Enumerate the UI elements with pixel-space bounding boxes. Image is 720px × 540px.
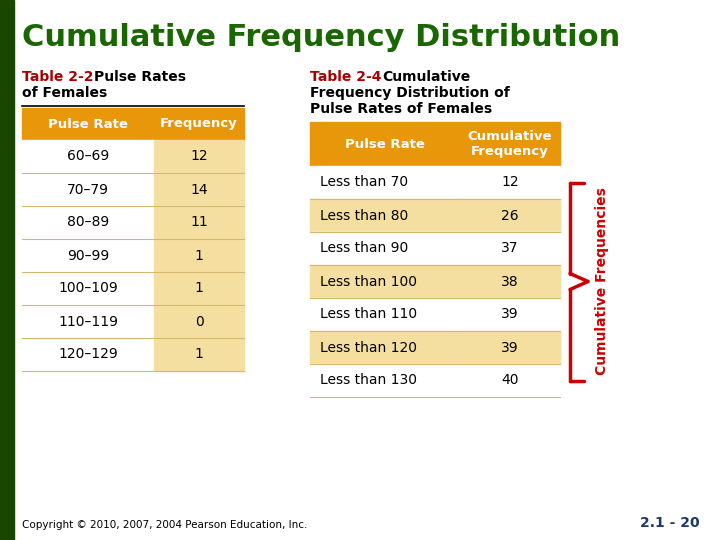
Text: 1: 1 [194,248,204,262]
Text: 11: 11 [190,215,208,230]
Bar [460,298,560,331]
Bar [460,331,560,364]
Bar [22,108,154,140]
Bar [310,199,460,232]
Bar [460,199,560,232]
Text: 39: 39 [501,341,519,354]
Bar [154,206,244,239]
Bar [154,305,244,338]
Text: 14: 14 [190,183,208,197]
Text: 37: 37 [501,241,518,255]
Text: 39: 39 [501,307,519,321]
Text: Pulse Rates: Pulse Rates [94,70,186,84]
Text: 2.1 - 20: 2.1 - 20 [640,516,700,530]
Bar [154,338,244,371]
Text: Copyright © 2010, 2007, 2004 Pearson Education, Inc.: Copyright © 2010, 2007, 2004 Pearson Edu… [22,520,307,530]
Bar [22,173,154,206]
Text: 26: 26 [501,208,519,222]
Text: 90–99: 90–99 [67,248,109,262]
Text: 40: 40 [501,374,518,388]
Text: Less than 110: Less than 110 [320,307,417,321]
Bar [154,140,244,173]
Text: Pulse Rate: Pulse Rate [345,138,425,151]
Bar [22,305,154,338]
Text: 80–89: 80–89 [67,215,109,230]
Text: Cumulative Frequency Distribution: Cumulative Frequency Distribution [22,24,620,52]
Text: Less than 100: Less than 100 [320,274,417,288]
Text: 60–69: 60–69 [67,150,109,164]
Bar [310,166,460,199]
Text: Less than 120: Less than 120 [320,341,417,354]
Text: 120–129: 120–129 [58,348,118,361]
Text: Frequency: Frequency [160,118,238,131]
Bar [154,173,244,206]
Bar [310,232,460,265]
Bar [22,338,154,371]
Text: Less than 70: Less than 70 [320,176,408,190]
Bar [0,0,14,540]
Bar [154,108,244,140]
Bar [154,272,244,305]
Bar [460,166,560,199]
Bar [460,232,560,265]
Bar [310,122,460,166]
Text: Frequency Distribution of: Frequency Distribution of [310,86,510,100]
Text: 70–79: 70–79 [67,183,109,197]
Bar [310,364,460,397]
Text: Cumulative
Frequency: Cumulative Frequency [468,130,552,159]
Bar [460,122,560,166]
Text: Pulse Rates of Females: Pulse Rates of Females [310,102,492,116]
Text: Table 2-2: Table 2-2 [22,70,94,84]
Bar [154,239,244,272]
Text: Pulse Rate: Pulse Rate [48,118,128,131]
Text: Less than 130: Less than 130 [320,374,417,388]
Text: 110–119: 110–119 [58,314,118,328]
Bar [310,298,460,331]
Text: 1: 1 [194,281,204,295]
Text: Cumulative: Cumulative [382,70,470,84]
Bar [310,331,460,364]
Bar [460,265,560,298]
Text: Cumulative Frequencies: Cumulative Frequencies [595,187,609,375]
Bar [22,140,154,173]
Bar [460,364,560,397]
Text: 12: 12 [190,150,208,164]
Text: 100–109: 100–109 [58,281,118,295]
Bar [22,239,154,272]
Text: Less than 90: Less than 90 [320,241,408,255]
Bar [310,265,460,298]
Text: Less than 80: Less than 80 [320,208,408,222]
Text: 12: 12 [501,176,519,190]
Bar [22,206,154,239]
Text: of Females: of Females [22,86,107,100]
Text: Table 2-4: Table 2-4 [310,70,382,84]
Bar [22,272,154,305]
Text: 38: 38 [501,274,519,288]
Text: 1: 1 [194,348,204,361]
Text: 0: 0 [194,314,203,328]
